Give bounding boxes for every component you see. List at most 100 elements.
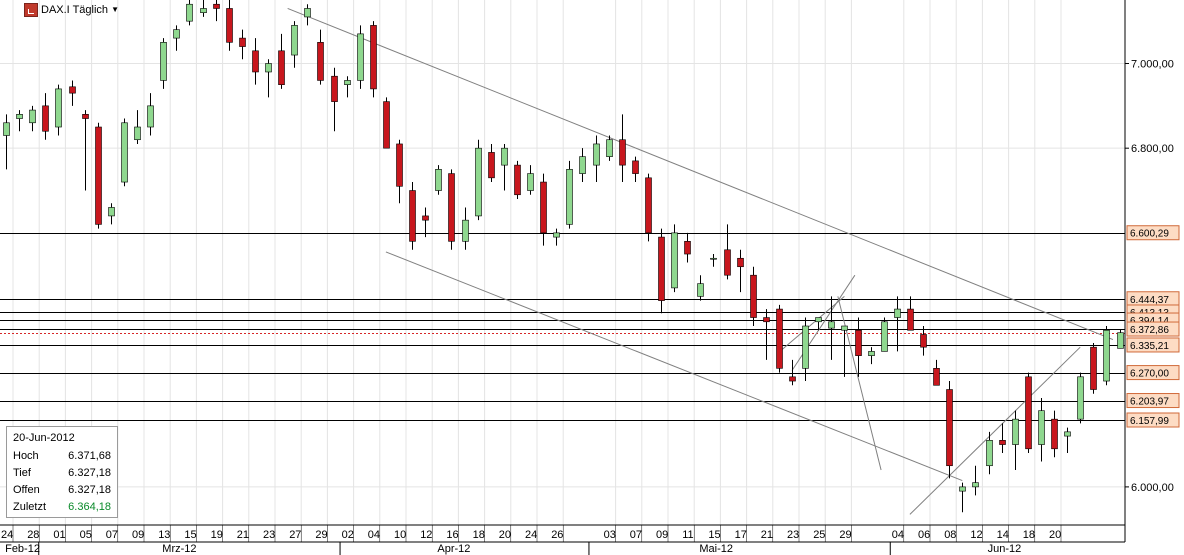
candle[interactable] bbox=[553, 228, 560, 246]
candle[interactable] bbox=[658, 228, 665, 314]
candle[interactable] bbox=[802, 317, 809, 382]
info-value: 6.327,18 bbox=[68, 483, 111, 496]
candle[interactable] bbox=[1103, 326, 1110, 386]
candle[interactable] bbox=[186, 0, 193, 26]
candle[interactable] bbox=[593, 135, 600, 183]
candle[interactable] bbox=[789, 359, 796, 386]
candle[interactable] bbox=[986, 431, 993, 475]
price-level-labels: 6.600,296.444,376.413,136.394,146.372,86… bbox=[1126, 225, 1180, 428]
candle[interactable] bbox=[855, 317, 862, 377]
candle[interactable] bbox=[108, 203, 115, 225]
candle[interactable] bbox=[16, 110, 23, 132]
candle[interactable] bbox=[55, 84, 62, 136]
candle[interactable] bbox=[972, 465, 979, 496]
candle[interactable] bbox=[1077, 372, 1084, 424]
candle[interactable] bbox=[881, 317, 888, 352]
trendline[interactable] bbox=[909, 346, 1081, 515]
candle[interactable] bbox=[1012, 410, 1019, 470]
candle[interactable] bbox=[868, 347, 875, 365]
symbol-selector[interactable]: DAX.I Täglich ▼ bbox=[24, 2, 119, 18]
candle[interactable] bbox=[3, 114, 10, 170]
candle[interactable] bbox=[566, 160, 573, 229]
candle[interactable] bbox=[959, 482, 966, 513]
candle[interactable] bbox=[291, 21, 298, 68]
candle[interactable] bbox=[331, 67, 338, 132]
candle[interactable] bbox=[304, 4, 311, 26]
candle[interactable] bbox=[710, 254, 717, 267]
plot-area[interactable] bbox=[0, 0, 1125, 525]
candle[interactable] bbox=[1051, 410, 1058, 458]
candle[interactable] bbox=[579, 148, 586, 183]
candle[interactable] bbox=[527, 165, 534, 195]
candle[interactable] bbox=[750, 266, 757, 327]
candle[interactable] bbox=[226, 0, 233, 51]
candle[interactable] bbox=[946, 381, 953, 479]
candle[interactable] bbox=[200, 0, 207, 17]
candle-body-up bbox=[815, 317, 822, 323]
candle[interactable] bbox=[1025, 372, 1032, 454]
candle[interactable] bbox=[475, 139, 482, 221]
candle[interactable] bbox=[933, 359, 940, 386]
candle[interactable] bbox=[1117, 329, 1124, 349]
trendline[interactable] bbox=[778, 295, 845, 353]
candle[interactable] bbox=[514, 160, 521, 199]
candle[interactable] bbox=[252, 38, 259, 85]
candle[interactable] bbox=[737, 249, 744, 293]
candle[interactable] bbox=[920, 326, 927, 356]
candle[interactable] bbox=[265, 59, 272, 98]
candle[interactable] bbox=[619, 114, 626, 183]
candle[interactable] bbox=[501, 143, 508, 191]
candle[interactable] bbox=[894, 296, 901, 352]
candle[interactable] bbox=[763, 309, 770, 360]
candle[interactable] bbox=[173, 25, 180, 51]
x-axis-day-labels: 24 28 01 05 07 09 13 15 19 21 23 27 29 02 04 10 12 16 18 20… bbox=[1, 525, 1062, 542]
x-day-label: 11 bbox=[682, 529, 693, 541]
candle[interactable] bbox=[907, 296, 914, 331]
candle[interactable] bbox=[1038, 397, 1045, 462]
candle[interactable] bbox=[370, 21, 377, 98]
candle[interactable] bbox=[160, 38, 167, 89]
candle[interactable] bbox=[344, 76, 351, 98]
candle[interactable] bbox=[121, 118, 128, 187]
candle[interactable] bbox=[1090, 342, 1097, 394]
chevron-down-icon[interactable]: ▼ bbox=[111, 5, 119, 14]
candle[interactable] bbox=[422, 207, 429, 238]
candle[interactable] bbox=[671, 224, 678, 293]
candle[interactable] bbox=[396, 139, 403, 204]
candle[interactable] bbox=[383, 97, 390, 149]
candle[interactable] bbox=[435, 165, 442, 195]
candle[interactable] bbox=[999, 423, 1006, 454]
candle[interactable] bbox=[724, 224, 731, 280]
trendline[interactable] bbox=[385, 251, 963, 482]
candle[interactable] bbox=[488, 143, 495, 183]
candle[interactable] bbox=[815, 317, 822, 331]
candle[interactable] bbox=[69, 80, 76, 106]
candle[interactable] bbox=[606, 135, 613, 161]
candle[interactable] bbox=[697, 275, 704, 301]
candle[interactable] bbox=[684, 232, 691, 263]
candle[interactable] bbox=[317, 29, 324, 85]
candle[interactable] bbox=[1064, 427, 1071, 454]
candle[interactable] bbox=[828, 296, 835, 360]
candle[interactable] bbox=[409, 182, 416, 250]
candle[interactable] bbox=[448, 169, 455, 250]
candle[interactable] bbox=[95, 122, 102, 229]
candle[interactable] bbox=[82, 110, 89, 191]
candle[interactable] bbox=[776, 304, 783, 373]
trendline[interactable] bbox=[837, 296, 882, 471]
candle[interactable] bbox=[540, 173, 547, 246]
candle[interactable] bbox=[239, 29, 246, 60]
candle[interactable] bbox=[841, 325, 848, 377]
candle[interactable] bbox=[213, 0, 220, 22]
candle[interactable] bbox=[147, 93, 154, 136]
candle[interactable] bbox=[42, 93, 49, 140]
candle[interactable] bbox=[29, 105, 36, 132]
candle[interactable] bbox=[462, 207, 469, 250]
candle[interactable] bbox=[134, 110, 141, 144]
candle[interactable] bbox=[278, 33, 285, 89]
trendline[interactable] bbox=[287, 8, 1114, 341]
candle[interactable] bbox=[357, 25, 364, 89]
candle[interactable] bbox=[632, 156, 639, 183]
candle[interactable] bbox=[645, 173, 652, 242]
